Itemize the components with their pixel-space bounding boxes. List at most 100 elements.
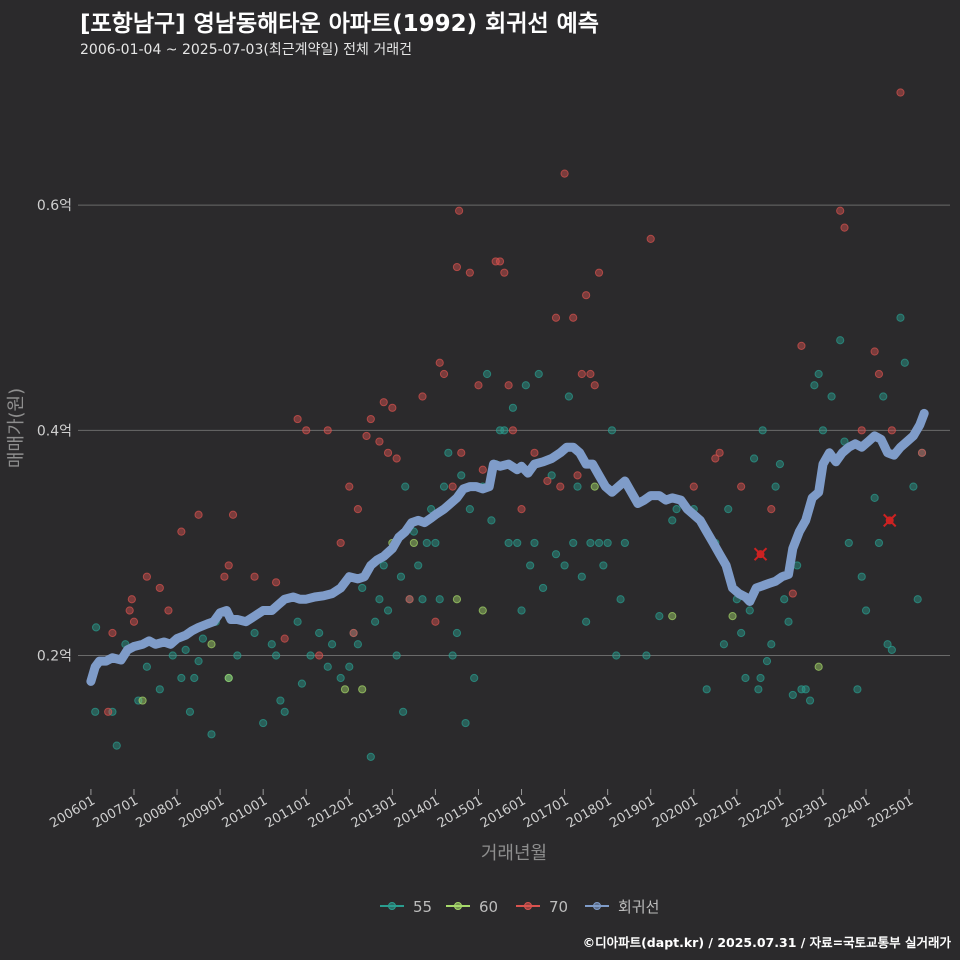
highlight-cross [883, 513, 897, 528]
data-point-70 [577, 369, 586, 379]
data-point-55 [521, 381, 530, 390]
grid-lines [78, 204, 950, 657]
x-tick-label: 200701 [90, 793, 140, 831]
data-point-55 [142, 662, 151, 671]
legend-dot-s60 [454, 902, 462, 910]
data-point-60 [728, 612, 737, 621]
x-tick-label: 201801 [564, 793, 614, 831]
data-point-70 [737, 482, 746, 491]
x-tick-label: 201201 [306, 793, 356, 831]
x-tick-label: 200901 [177, 793, 227, 831]
data-point-60 [668, 612, 677, 621]
data-point-70 [177, 527, 186, 536]
data-point-55 [280, 707, 289, 716]
data-point-55 [874, 538, 884, 548]
data-point-55 [383, 606, 393, 615]
data-point-55 [267, 640, 276, 649]
data-point-55 [741, 673, 750, 683]
y-tick-label: 0.4억 [37, 423, 72, 439]
data-point-55 [306, 651, 315, 660]
data-point-70 [435, 358, 444, 367]
data-point-70 [573, 471, 582, 480]
data-point-70 [405, 595, 414, 604]
data-point-55 [758, 426, 767, 435]
data-point-70 [836, 206, 845, 215]
x-tick-label: 201301 [349, 793, 399, 831]
data-point-70 [491, 257, 500, 266]
data-point-70 [452, 262, 462, 272]
data-point-55 [108, 707, 117, 716]
data-point-55 [810, 381, 819, 390]
data-point-70 [857, 426, 866, 435]
data-point-60 [340, 685, 350, 694]
x-tick-label: 201001 [220, 793, 270, 831]
data-point-55 [345, 662, 354, 671]
data-point-55 [767, 640, 776, 649]
data-point-55 [358, 583, 367, 593]
data-point-70 [767, 505, 776, 514]
data-point-55 [448, 651, 457, 660]
data-point-70 [392, 454, 401, 463]
data-point-55 [547, 471, 556, 480]
source-credit: ©디아파트(dapt.kr) / 2025.07.31 / 자료=국토교통부 실… [582, 935, 951, 950]
data-point-55 [465, 505, 474, 514]
data-point-70 [129, 617, 139, 626]
data-point-55 [414, 561, 423, 570]
data-point-55 [861, 606, 871, 615]
data-point-55 [754, 685, 763, 694]
data-point-70 [543, 476, 552, 486]
data-point-70 [104, 707, 113, 716]
data-point-55 [530, 538, 539, 548]
y-axis-ticks: 0.2억 0.4억 0.6억 [37, 198, 72, 664]
data-point-55 [586, 538, 595, 548]
data-point-70 [336, 538, 345, 548]
data-point-55 [745, 606, 754, 615]
data-point-55 [599, 561, 608, 570]
data-point-55 [401, 482, 410, 491]
legend: 55 60 70 회귀선 [380, 898, 659, 916]
x-tick-label: 201601 [478, 793, 528, 831]
data-point-55 [293, 617, 302, 626]
data-point-70 [500, 268, 509, 277]
data-point-55 [168, 651, 177, 660]
scatter-points [91, 88, 927, 761]
data-point-55 [655, 612, 664, 621]
data-point-70 [224, 561, 233, 570]
data-point-55 [724, 505, 733, 514]
x-tick-label: 202101 [693, 793, 743, 831]
data-point-55 [315, 628, 324, 638]
data-point-60 [452, 595, 462, 604]
data-point-55 [534, 369, 543, 379]
data-point-60 [814, 662, 823, 671]
data-point-55 [577, 572, 586, 581]
highlight-markers [753, 513, 897, 561]
data-point-70 [448, 482, 457, 491]
data-point-55 [259, 718, 268, 728]
data-point-55 [327, 640, 337, 649]
data-point-55 [399, 707, 408, 716]
y-axis-label: 매매가(원) [6, 388, 27, 468]
data-point-55 [482, 369, 492, 379]
data-point-70 [887, 426, 896, 435]
regression-line-layer [86, 408, 929, 686]
data-point-60 [478, 606, 487, 615]
data-point-70 [465, 268, 474, 277]
data-point-55 [517, 606, 526, 615]
data-point-70 [870, 347, 879, 356]
data-point-55 [444, 448, 453, 457]
data-point-55 [801, 685, 810, 694]
data-point-55 [439, 482, 449, 491]
data-point-70 [896, 88, 905, 97]
data-point-70 [302, 426, 311, 435]
data-point-55 [375, 595, 384, 604]
data-point-55 [551, 550, 561, 559]
data-point-55 [642, 651, 651, 660]
data-point-70 [194, 510, 203, 519]
data-point-55 [900, 358, 909, 367]
data-point-55 [396, 572, 406, 581]
data-point-55 [569, 538, 578, 548]
data-point-55 [560, 561, 569, 570]
data-point-55 [844, 538, 853, 548]
data-point-55 [190, 673, 199, 683]
data-point-55 [500, 426, 509, 435]
